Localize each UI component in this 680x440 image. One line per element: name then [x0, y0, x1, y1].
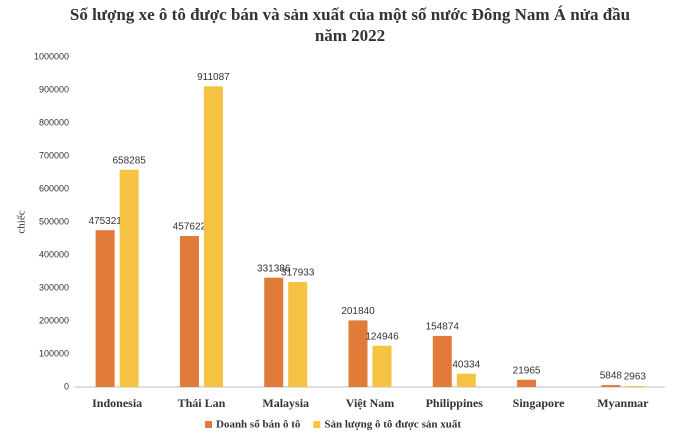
value-label: 124946 — [365, 331, 399, 342]
bar — [517, 379, 537, 387]
x-tick-label: Malaysia — [262, 396, 309, 410]
y-tick-label: 800000 — [39, 117, 69, 127]
x-tick-label: Thái Lan — [178, 396, 226, 410]
x-tick-label: Việt Nam — [346, 396, 395, 410]
bar — [601, 385, 621, 387]
value-label: 21965 — [513, 365, 541, 376]
legend-label: Doanh số bán ô tô — [216, 419, 301, 431]
y-tick-label: 400000 — [39, 249, 69, 259]
value-label: 475321 — [88, 216, 122, 227]
bar — [119, 169, 139, 387]
value-label: 201840 — [341, 306, 375, 317]
bar — [456, 373, 476, 387]
value-label: 5848 — [600, 371, 623, 382]
y-tick-label: 600000 — [39, 183, 69, 193]
value-label: 317933 — [281, 268, 315, 279]
value-label: 2963 — [624, 372, 647, 383]
bar — [288, 282, 308, 387]
bar — [95, 230, 115, 387]
bar — [179, 235, 199, 387]
chart-title: Số lượng xe ô tô được bán và sản xuất củ… — [69, 5, 631, 45]
bar — [348, 320, 368, 387]
x-tick-label: Philippines — [426, 396, 484, 410]
value-label: 911087 — [197, 72, 230, 83]
bar — [264, 277, 284, 387]
y-tick-label: 0 — [64, 381, 69, 391]
x-tick-label: Indonesia — [92, 396, 142, 410]
y-tick-label: 200000 — [39, 315, 69, 325]
y-tick-label: 500000 — [39, 216, 69, 226]
bar — [432, 335, 452, 387]
value-label: 331386 — [257, 263, 291, 274]
value-label: 658285 — [112, 155, 146, 166]
value-label: 457622 — [173, 222, 207, 233]
x-tick-label: Singapore — [513, 396, 565, 410]
legend-swatch — [205, 421, 212, 428]
legend-swatch — [313, 421, 321, 428]
y-tick-label: 700000 — [39, 150, 69, 160]
y-axis-label: chiếc — [16, 210, 28, 233]
value-label: 40334 — [452, 359, 480, 370]
bar — [203, 86, 223, 387]
y-tick-label: 100000 — [39, 348, 69, 358]
value-label: 154874 — [426, 322, 460, 333]
legend-label: Sản lượng ô tô được sản xuất — [324, 419, 461, 431]
y-tick-label: 1000000 — [34, 51, 69, 61]
bar — [372, 345, 392, 387]
y-tick-label: 900000 — [39, 84, 69, 94]
y-tick-label: 300000 — [39, 282, 69, 292]
x-tick-label: Myanmar — [597, 396, 649, 410]
bar — [625, 386, 645, 387]
